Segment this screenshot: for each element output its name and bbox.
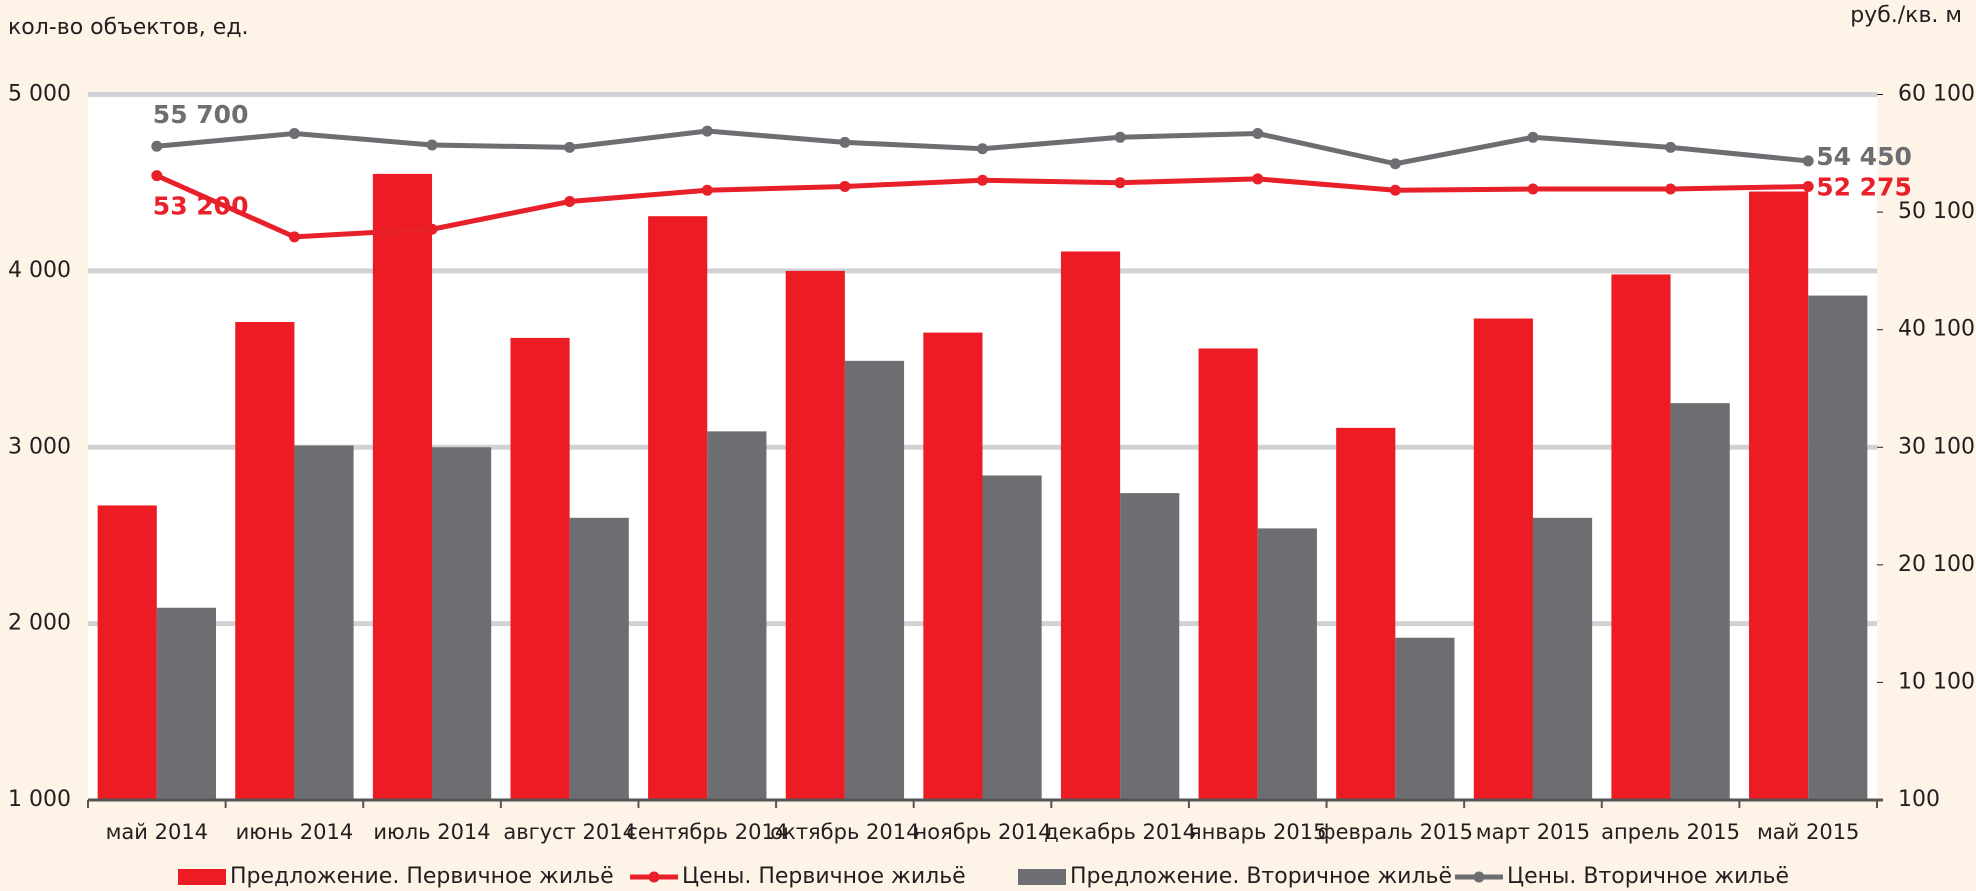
bar [1670,403,1730,800]
line-point [1252,128,1264,140]
bar [1120,493,1180,800]
bar [432,447,492,800]
line-point [1527,183,1539,195]
x-tick-label: декабрь 2014 [1044,820,1196,844]
x-tick-label: май 2014 [106,820,208,844]
value-label: 55 700 [153,100,249,129]
bar [1198,348,1258,800]
bar [235,322,295,800]
value-label: 52 275 [1816,173,1912,202]
bar [1808,295,1868,800]
bar [1060,251,1121,800]
legend-label: Цены. Первичное жильё [682,864,966,889]
x-tick-label: сентябрь 2014 [626,820,788,844]
y2-tick-label: 50 100 [1898,199,1975,224]
bar [923,332,983,800]
bar [294,445,354,800]
bar [1257,528,1317,800]
x-tick-label: март 2015 [1476,820,1590,844]
line-point [288,231,300,243]
legend-label: Предложение. Вторичное жильё [1070,864,1452,889]
line-point [1527,131,1539,143]
line-point [839,180,851,192]
bar [569,517,629,800]
line-point [701,125,713,137]
y2-tick-label: 30 100 [1898,434,1975,459]
line-point [426,223,438,235]
y-tick-label: 4 000 [8,258,71,283]
x-tick-label: июль 2014 [373,820,490,844]
y-axis-title: кол-во объектов, ед. [8,15,249,40]
x-tick-label: февраль 2015 [1318,820,1473,844]
x-tick-label: июнь 2014 [236,820,354,844]
bar [372,173,433,800]
x-tick-label: ноябрь 2014 [914,820,1052,844]
line-point [1389,158,1401,170]
line-point [426,139,438,151]
bar [648,216,708,801]
legend-swatch [178,869,226,885]
bar [982,475,1042,800]
bar [1749,191,1809,801]
bar [1395,637,1455,800]
line-point [1802,181,1814,193]
line-point [1665,141,1677,153]
line-point [839,136,851,148]
y-tick-label: 5 000 [8,82,71,107]
bar [844,360,905,800]
bar [1336,427,1396,800]
line-point [1665,183,1677,195]
bar [510,337,570,800]
bar [785,270,845,800]
line-point [564,141,576,153]
line-point [564,196,576,208]
bar [156,607,216,800]
legend-marker [648,871,660,883]
bar [1532,517,1593,800]
x-tick-label: май 2015 [1757,820,1859,844]
line-point [151,140,163,152]
y2-tick-label: 60 100 [1898,82,1975,107]
line-point [1252,173,1264,185]
legend-label: Цены. Вторичное жильё [1507,864,1789,889]
bar [707,431,767,800]
x-tick-label: апрель 2015 [1601,820,1740,844]
legend-marker [1473,871,1485,883]
bar [1611,274,1671,801]
line-point [1114,131,1126,143]
y2-tick-label: 100 [1898,787,1940,812]
legend-label: Предложение. Первичное жильё [230,864,614,889]
line-point [977,143,988,155]
legend-swatch [1018,869,1066,885]
y2-axis-title: руб./кв. м [1850,3,1962,28]
y-tick-label: 2 000 [8,611,71,636]
x-tick-label: октябрь 2014 [770,820,919,844]
line-point [1389,184,1401,196]
line-point [701,184,713,196]
x-tick-label: август 2014 [503,820,636,844]
y-tick-label: 1 000 [8,787,71,812]
line-point [977,174,988,186]
y2-tick-label: 40 100 [1898,317,1975,342]
line-point [1802,155,1814,167]
y2-tick-label: 20 100 [1898,552,1975,577]
value-label: 53 200 [153,192,249,221]
line-point [1114,177,1126,189]
value-label: 54 450 [1816,142,1912,171]
y-tick-label: 3 000 [8,434,71,459]
y2-tick-label: 10 100 [1898,669,1975,694]
line-point [288,128,300,140]
bar [1473,318,1533,800]
bar [97,505,157,800]
line-point [151,170,163,182]
x-tick-label: январь 2015 [1189,820,1326,844]
